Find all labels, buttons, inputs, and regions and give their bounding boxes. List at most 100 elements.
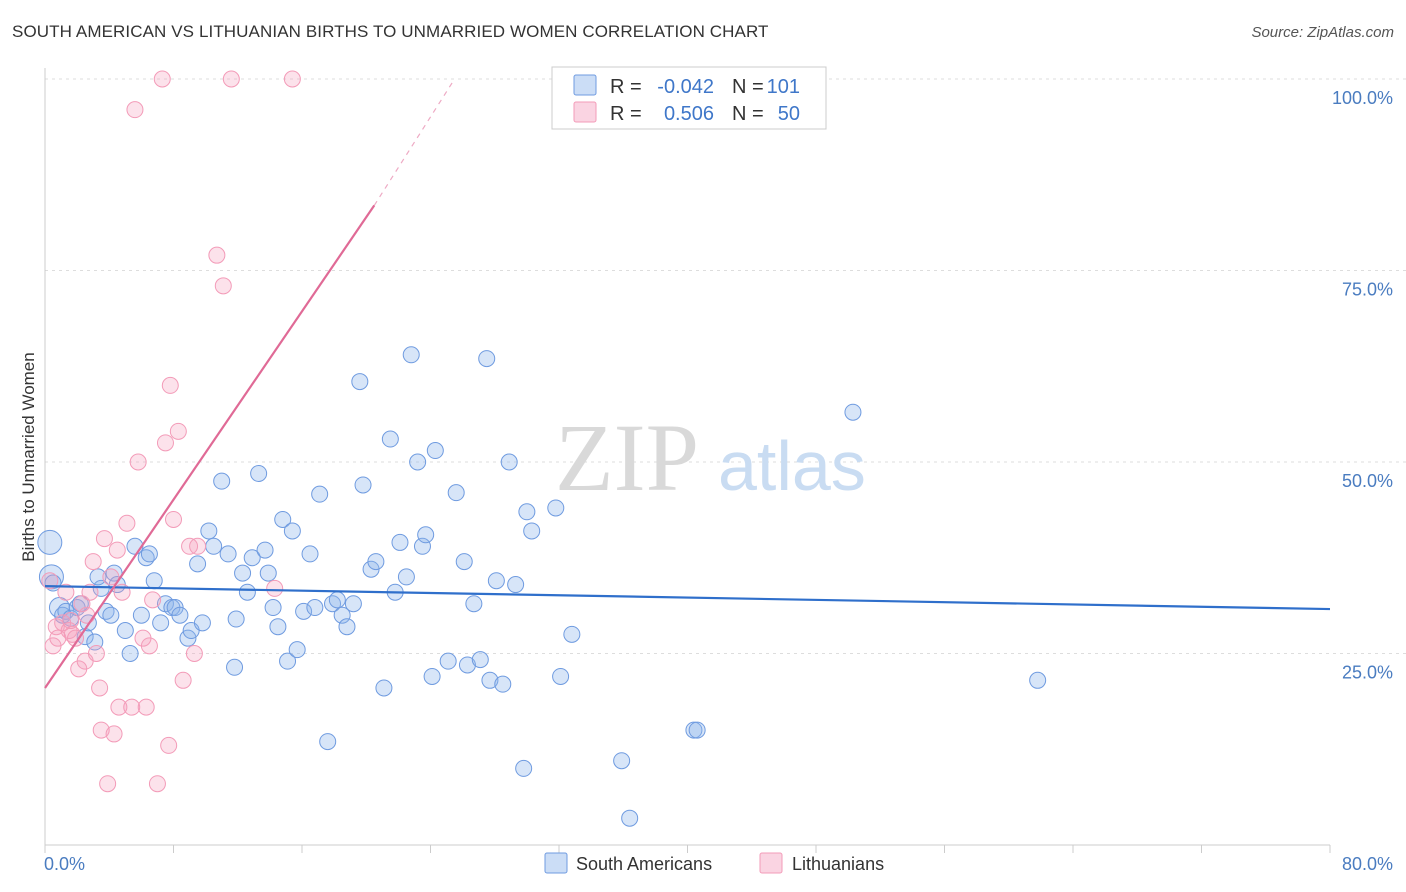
lithuanian-point-17 [92,721,110,739]
source-label: Source: ZipAtlas.com [1251,24,1394,41]
lithuanian-point-47 [266,579,284,597]
lithuanian-point-46 [222,70,240,88]
y-tick-label-0: 100.0% [1332,88,1393,108]
south-american-point-88 [523,522,541,540]
south-american-point-63 [375,679,393,697]
south-american-point-99 [89,568,107,586]
y-tick-label-2: 50.0% [1342,471,1393,491]
lithuanian-point-23 [110,698,128,716]
lithuanian-point-28 [129,453,147,471]
lithuanian-point-12 [78,606,96,624]
legend-n-label-2: N = [732,103,764,125]
south-american-point-90 [552,667,570,685]
lithuanian-point-43 [189,537,207,555]
south-americans-trend-line [44,584,1331,611]
lithuanian-point-27 [126,101,144,119]
lithuanian-point-5 [57,583,75,601]
lithuanian-point-38 [165,510,182,528]
lithuanian-point-44 [208,246,226,264]
south-american-point-66 [391,533,409,551]
south-american-point-59 [351,373,369,391]
south-american-point-40 [250,464,268,482]
lithuanian-point-14 [84,553,102,571]
lithuanian-point-21 [105,725,123,743]
lithuanians-legend-label: Lithuanians [792,854,884,874]
legend-n-value-1: 101 [767,76,800,98]
south-american-point-84 [500,453,518,471]
south-american-point-89 [547,499,565,517]
south-american-point-29 [189,555,207,573]
axes [44,68,1331,853]
south-american-point-60 [354,476,372,494]
south-american-point-31 [200,522,218,540]
chart-title: SOUTH AMERICAN VS LITHUANIAN BIRTHS TO U… [12,22,769,41]
south-american-point-45 [274,510,292,528]
legend-r-label-2: R = [610,103,642,125]
south-american-point-97 [1029,671,1047,689]
watermark-atlas: atlas [718,427,866,505]
lithuanians-trend-extension [373,78,456,206]
lithuanian-point-13 [81,583,99,601]
lithuanians-swatch [759,852,783,874]
south-american-point-64 [381,430,399,448]
lithuanian-point-30 [137,698,155,716]
south-american-point-68 [402,346,420,364]
south-american-point-82 [487,572,505,590]
legend-n-label-1: N = [732,76,764,98]
south-american-point-35 [226,658,244,676]
lithuanian-point-48 [283,70,301,88]
lithuanian-point-8 [67,629,85,647]
south-american-point-53 [319,733,337,751]
watermark: ZIP atlas [555,404,866,511]
south-american-point-74 [439,652,457,670]
south-american-point-77 [458,656,476,674]
lithuanian-point-34 [153,70,171,88]
south-american-point-75 [447,484,465,502]
x-tick-label-1: 80.0% [1342,854,1393,874]
watermark-zip: ZIP [555,404,699,511]
lithuanian-point-35 [156,434,174,452]
south-american-point-87 [518,503,536,521]
legend-swatch-blue [573,74,597,96]
south-american-point-16 [116,622,134,640]
lithuanian-point-25 [118,514,136,532]
south-american-point-80 [478,350,496,368]
lithuanian-point-42 [185,645,203,662]
south-american-point-81 [481,671,499,689]
south-american-point-100 [140,545,158,563]
south-american-point-49 [295,602,313,620]
lithuanian-point-40 [174,671,192,689]
south-american-point-91 [563,625,581,643]
lithuanian-point-18 [95,530,113,548]
south-american-point-51 [306,599,324,617]
south-american-point-76 [455,553,473,571]
south-american-point-30 [193,614,211,632]
south-american-point-55 [328,591,346,609]
south-american-point-58 [344,595,362,613]
south-american-point-22 [152,614,170,632]
south-americans-legend-label: South Americans [576,854,712,874]
south-american-point-17 [121,645,139,662]
lithuanian-point-20 [102,568,120,586]
lithuanian-point-49 [62,612,80,630]
lithuanian-point-15 [87,645,105,662]
south-american-point-34 [219,545,237,563]
x-tick-labels: 0.0% 80.0% [44,854,1393,874]
south-american-point-32 [205,537,223,555]
south-american-point-85 [507,576,525,594]
south-american-point-0 [37,529,63,555]
south-american-point-33 [213,472,231,490]
series-legend: South Americans Lithuanians [544,852,884,874]
south-american-point-95 [688,721,706,739]
south-american-point-93 [621,809,639,827]
lithuanian-point-39 [169,422,187,440]
lithuanian-point-36 [160,736,178,754]
x-tick-label-0: 0.0% [44,854,85,874]
south-american-point-37 [234,564,252,582]
lithuanians-trend-line [44,204,376,689]
south-american-point-13 [102,606,120,624]
lithuanian-point-37 [161,376,179,394]
south-american-point-79 [471,651,489,669]
south-american-point-71 [417,526,435,544]
